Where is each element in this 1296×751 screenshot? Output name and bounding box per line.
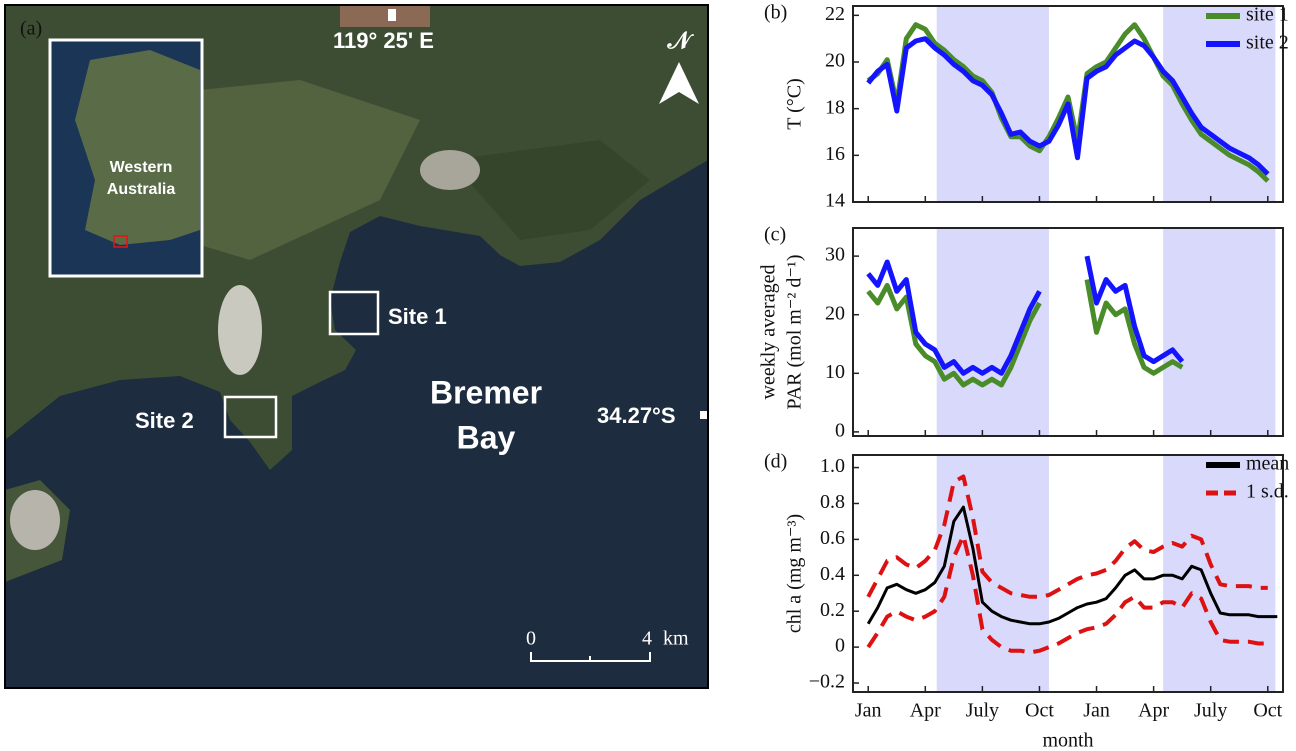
marker <box>700 411 708 419</box>
panel-label: (d) <box>764 451 787 473</box>
sand <box>420 150 480 190</box>
y-axis-label: PAR (mol m⁻² d⁻¹) <box>784 254 806 409</box>
inset-marker <box>113 235 128 248</box>
y-tick-label: 0.6 <box>820 527 845 549</box>
inset-label: Western <box>110 159 173 176</box>
longitude-label: 119° 25' E <box>333 28 434 53</box>
north-label: 𝒩 <box>667 27 695 54</box>
y-axis-label: T (°C) <box>784 78 806 130</box>
y-tick-label: 0.4 <box>820 563 845 585</box>
y-tick-label: 16 <box>825 143 845 165</box>
x-tick-label: July <box>1194 700 1227 722</box>
legend-label: site 1 <box>1246 4 1289 26</box>
map-frame <box>4 4 709 689</box>
season-shade <box>1163 228 1276 436</box>
bay-label: Bay <box>457 419 516 455</box>
y-tick-label: 0.8 <box>820 491 845 513</box>
north-arrow <box>659 62 699 104</box>
data-line <box>866 255 1185 376</box>
y-axis-label: chl a (mg m⁻³) <box>784 514 806 633</box>
plot-area <box>866 455 1278 692</box>
y-tick-label: 22 <box>825 3 845 25</box>
x-tick-label: July <box>966 700 999 722</box>
x-tick-label: Jan <box>1083 700 1110 722</box>
panel-label: (c) <box>764 224 786 246</box>
site-label: Site 2 <box>135 408 194 433</box>
latitude-label: 34.27°S <box>597 403 676 428</box>
bay-label: Bremer <box>430 374 542 410</box>
x-tick-label: Apr <box>910 700 941 722</box>
legend-label: site 2 <box>1246 32 1289 54</box>
sd-line <box>866 474 1268 599</box>
map: Western Australia Site 1 Site 2 Bremer B… <box>5 5 708 688</box>
y-tick-label: 18 <box>825 96 845 118</box>
site-box <box>223 395 278 439</box>
season-shade <box>936 6 1049 202</box>
season-shade <box>936 228 1049 436</box>
x-tick-label: Apr <box>1138 700 1169 722</box>
legend-label: mean <box>1246 453 1289 475</box>
y-tick-label: 20 <box>825 50 845 72</box>
legend-label: 1 s.d. <box>1246 481 1289 503</box>
x-tick-label: Oct <box>1253 700 1282 722</box>
scale-bar <box>530 652 651 662</box>
land <box>450 140 650 240</box>
x-tick-label: Oct <box>1025 700 1054 722</box>
panel-label: (a) <box>20 18 42 40</box>
scale-label: km <box>663 628 689 650</box>
site-box <box>328 290 380 336</box>
x-axis-label: month <box>1042 730 1093 751</box>
y-tick-label: 1.0 <box>820 455 845 477</box>
data-line <box>866 36 1270 176</box>
data-line <box>866 505 1278 626</box>
x-tick-label: Jan <box>855 700 882 722</box>
scale-label: 4 <box>642 628 652 650</box>
plot-frame <box>852 227 1284 437</box>
y-tick-label: 0 <box>835 419 845 441</box>
data-line <box>866 22 1270 183</box>
site-label: Site 1 <box>388 304 447 329</box>
season-shade <box>1163 455 1276 692</box>
plot-area <box>866 6 1276 202</box>
inset-land <box>75 50 200 245</box>
plot-frame <box>852 454 1284 693</box>
sand <box>218 285 262 375</box>
panel-label: (b) <box>764 2 787 24</box>
sand <box>10 490 60 550</box>
y-tick-label: 0 <box>835 635 845 657</box>
y-tick-label: 10 <box>825 361 845 383</box>
inset-label: Australia <box>107 181 176 198</box>
sd-line <box>866 533 1268 655</box>
season-shade <box>936 455 1049 692</box>
y-axis-label: weekly averaged <box>758 265 780 400</box>
scale-label: 0 <box>526 628 536 650</box>
y-tick-label: 20 <box>825 302 845 324</box>
y-tick-label: 14 <box>825 190 845 212</box>
y-tick-label: 0.2 <box>820 599 845 621</box>
y-tick-label: −0.2 <box>809 671 845 693</box>
plot-frame <box>852 5 1284 203</box>
data-line <box>866 279 1184 388</box>
plot-area <box>866 228 1276 436</box>
land-patch <box>340 5 430 27</box>
y-tick-label: 30 <box>825 244 845 266</box>
marker <box>388 9 396 21</box>
